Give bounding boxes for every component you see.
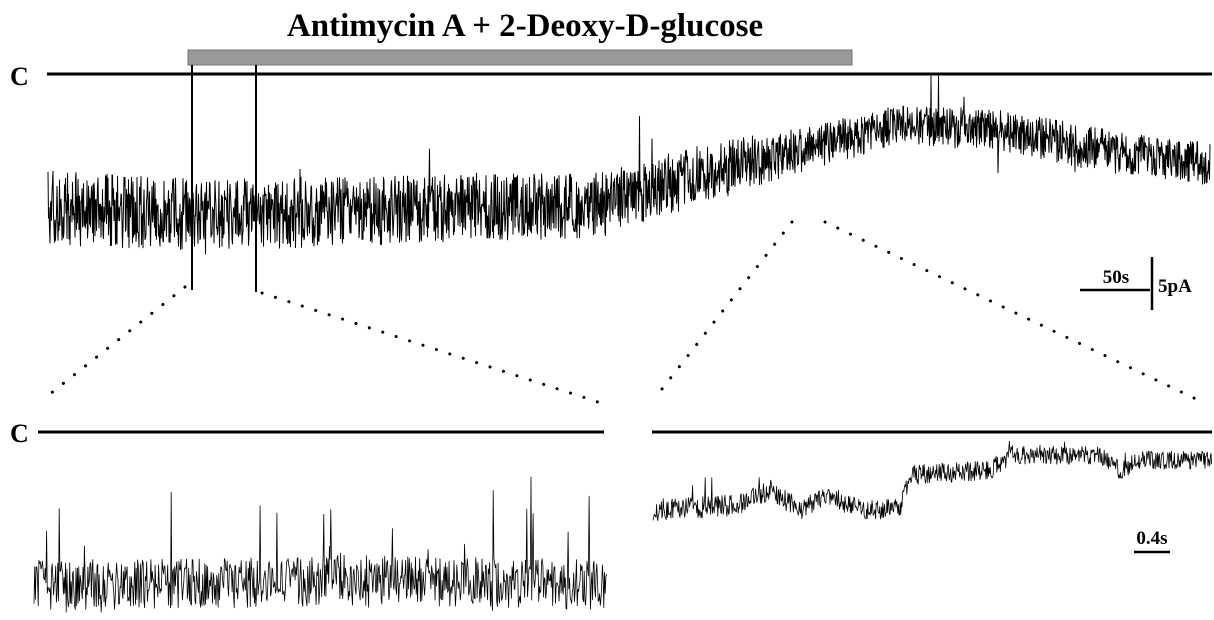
bottom-closed-label: C: [10, 419, 29, 448]
top-current-trace: [47, 65, 1211, 292]
zoom-indicators: [43, 220, 1200, 404]
top-closed-label: C: [10, 62, 29, 91]
top-scale-bar: 50s 5pA: [1080, 257, 1192, 310]
bottom-right-panel: [652, 430, 1212, 521]
bottom-time-scale-label: 0.4s: [1136, 528, 1167, 549]
zoom-line-left-b: [260, 291, 600, 404]
figure-title: Antimycin A + 2-Deoxy-D-glucose: [287, 8, 763, 44]
drug-application-bar: [187, 49, 853, 66]
br-trace-path: [652, 441, 1212, 521]
bl-trace-path: [33, 476, 607, 613]
top-panel: C: [10, 62, 1212, 292]
bottom-left-current-trace: [33, 476, 607, 613]
zoom-line-left-a: [43, 285, 187, 400]
time-scale-label: 50s: [1103, 267, 1129, 288]
zoom-line-right-b: [823, 220, 1200, 402]
current-scale-label: 5pA: [1158, 276, 1192, 297]
bottom-right-current-trace: [652, 441, 1212, 521]
top-trace-path: [47, 75, 1211, 255]
bottom-scale-bar: 0.4s: [1134, 528, 1170, 554]
zoom-line-right-a: [653, 220, 794, 400]
bottom-left-panel: C: [10, 419, 607, 613]
